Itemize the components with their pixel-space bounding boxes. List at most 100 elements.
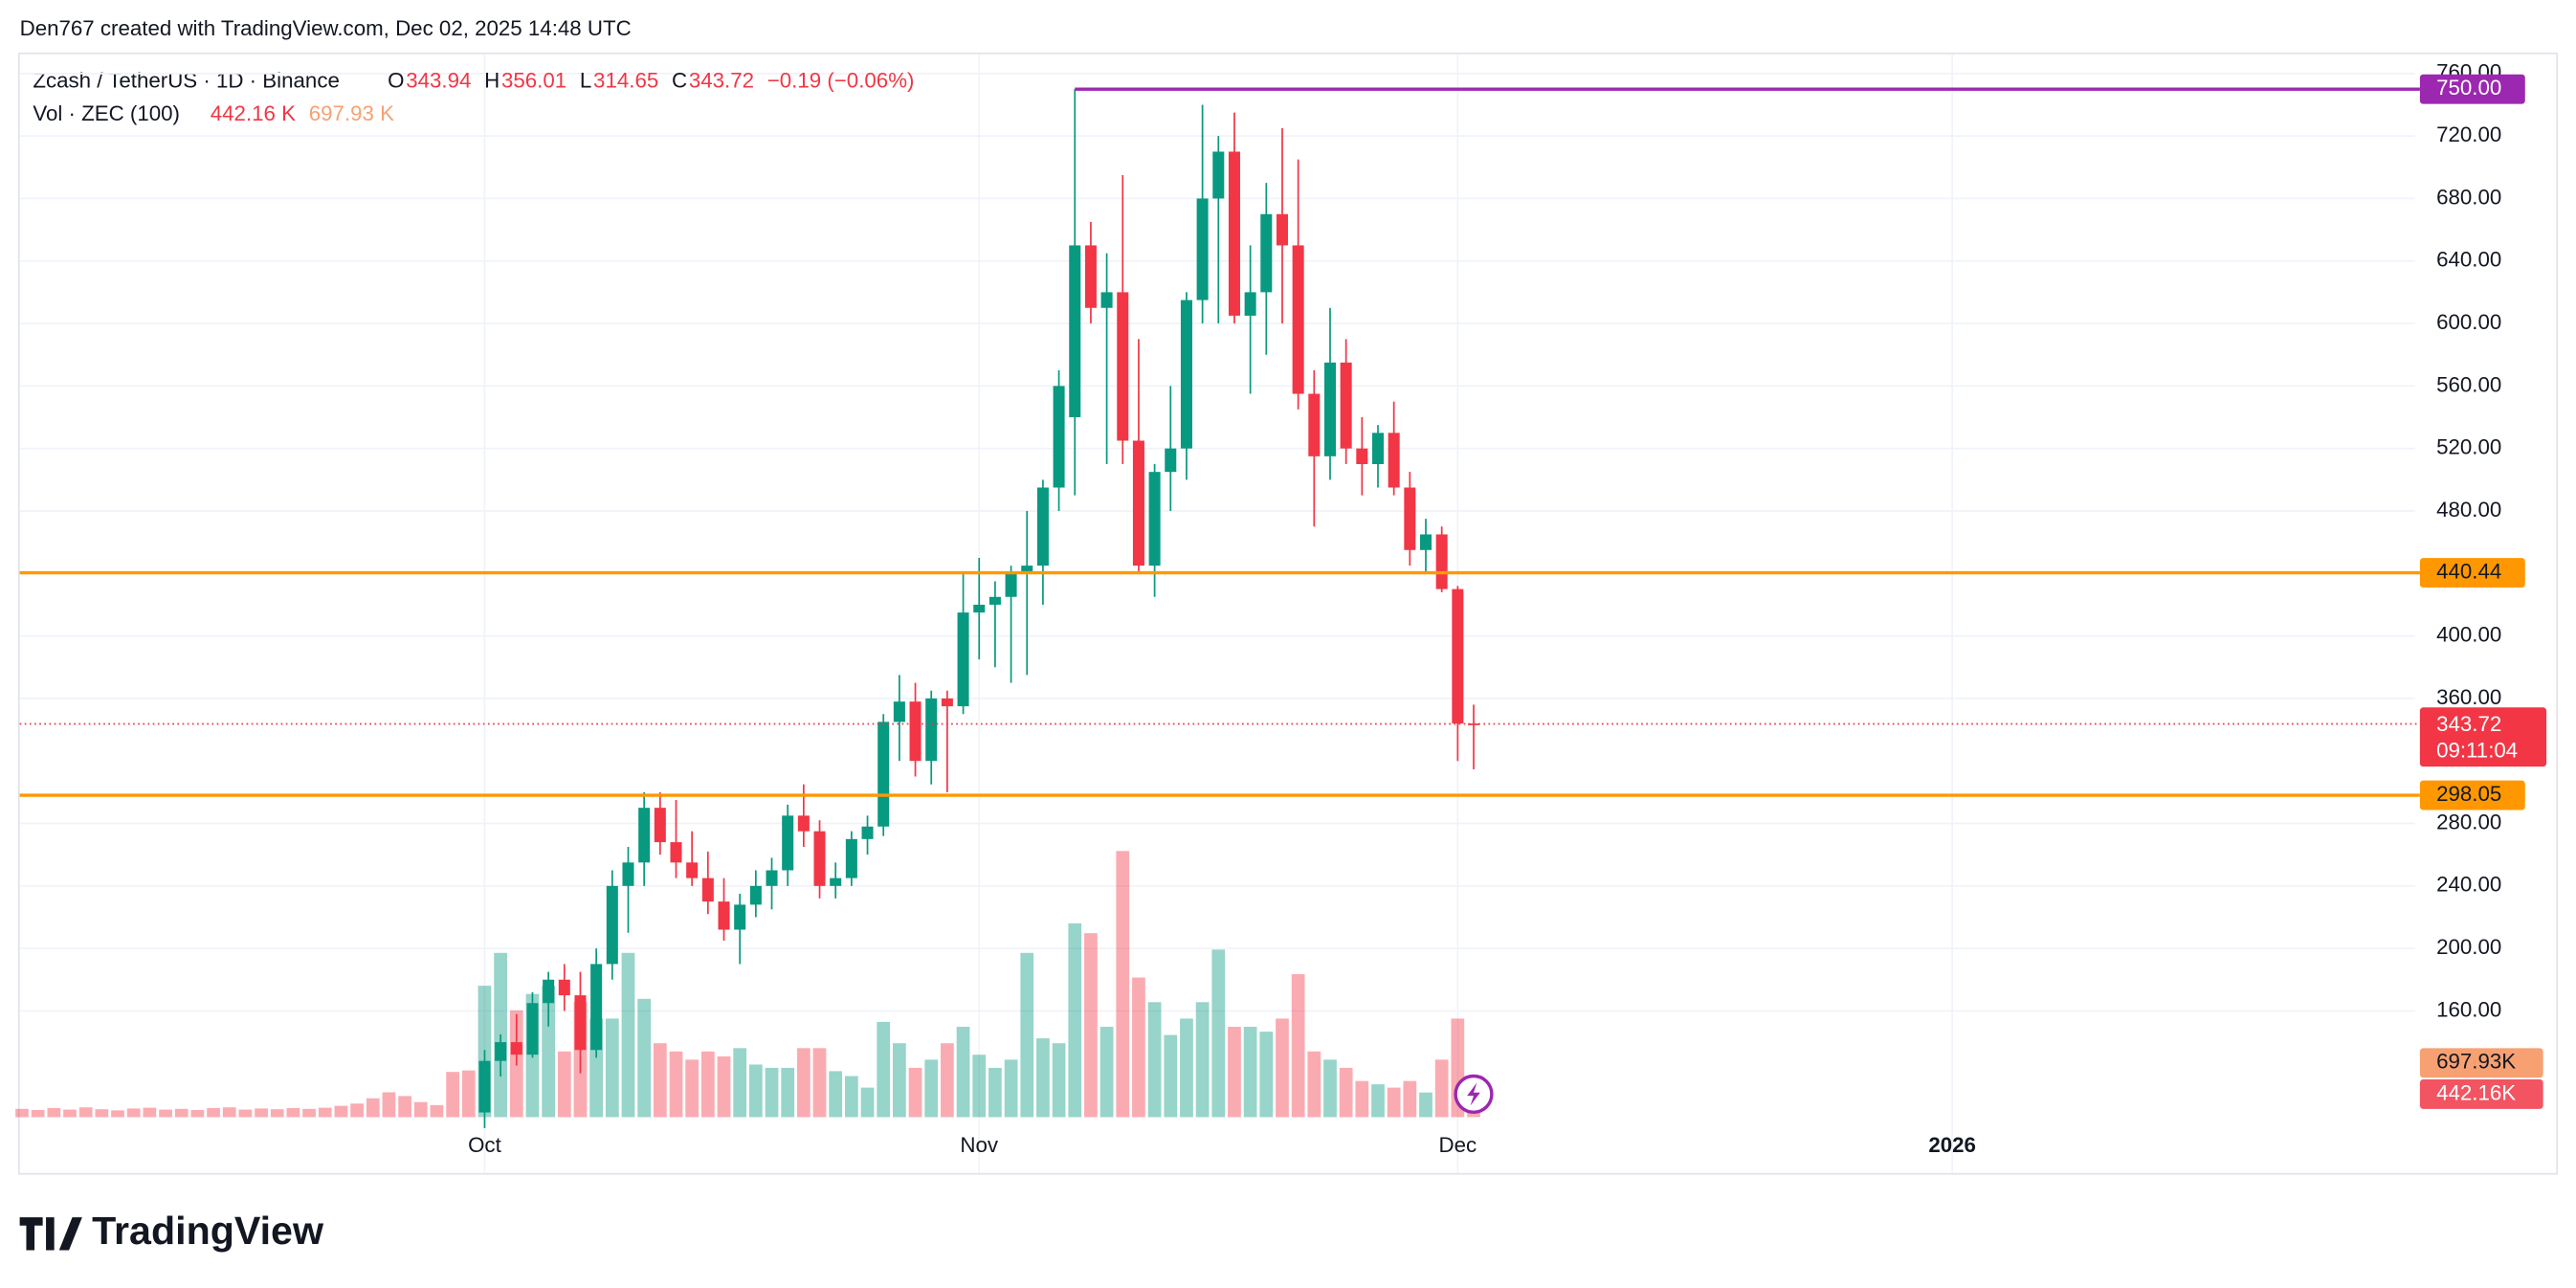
volume-bar [111,1110,124,1118]
volume-bar [446,1072,459,1118]
volume-bar [781,1067,795,1118]
volume-bar [1132,977,1145,1118]
candle-body [893,701,905,722]
volume-bar [255,1108,268,1118]
price-badge [2419,707,2547,767]
volume-bar [621,952,635,1118]
y-tick-label: 680.00 [2436,185,2501,209]
volume-bar [222,1107,236,1118]
y-tick-label: 360.00 [2436,685,2501,709]
candle-body [1069,245,1081,418]
volume-bar [908,1067,922,1118]
volume-bar [972,1055,987,1118]
legend-value: 356.01 [501,69,566,93]
volume-bar [430,1104,444,1118]
candle-body [1165,448,1177,473]
volume-bar [207,1107,220,1118]
legend-change: −0.19 (−0.06%) [767,69,915,93]
volume-bar [796,1048,811,1118]
volume-bar [95,1109,109,1118]
y-tick-label: 480.00 [2436,498,2501,522]
chart-frame [17,52,2559,1175]
volume-title: Vol · ZEC (100) [33,101,180,125]
volume-bar [1084,933,1098,1118]
legend-value: 343.72 [689,69,754,93]
volume-bar [1195,1002,1210,1118]
candle-body [1435,534,1448,589]
candle-body [654,808,666,843]
candle-body [988,596,1001,605]
candle-body [686,862,699,878]
y-tick-label: 400.00 [2436,622,2501,646]
legend-title: Zcash / TetherUS · 1D · Binance [33,69,340,93]
volume-bar [1211,949,1226,1118]
volume-badge-label: 697.93K [2436,1050,2516,1074]
volume-bar [669,1051,683,1118]
volume-bar [1099,1027,1114,1118]
volume-bar [829,1071,843,1118]
y-tick-label: 280.00 [2436,810,2501,833]
volume-bar [174,1108,189,1118]
volume-legend-value: 697.93 K [309,101,394,125]
candle-body [1132,440,1144,566]
volume-bar [1323,1059,1337,1118]
volume-bar [1307,1051,1321,1118]
candle-body [1212,151,1225,199]
volume-bar [1036,1038,1050,1118]
volume-bar [366,1098,380,1118]
candle-body [1308,393,1321,456]
level-label: 440.44 [2436,559,2501,583]
volume-bar [542,986,555,1118]
volume-badge-label: 442.16K [2436,1080,2516,1104]
candle-body [638,808,651,863]
x-tick-label: 2026 [1928,1133,1976,1157]
volume-bar [1004,1059,1018,1118]
volume-bar [988,1067,1002,1118]
candle-body [1419,534,1432,550]
volume-bar [413,1101,428,1118]
candle-body [925,698,938,762]
legend-key: H [484,69,500,93]
candle-body [1196,198,1209,300]
volume-bar [190,1109,205,1118]
volume-bar [1052,1043,1066,1118]
volume-bar [941,1043,954,1118]
volume-bar [318,1107,332,1118]
x-tick-label: Oct [468,1133,501,1157]
candle-body [1148,472,1161,566]
volume-bar [143,1107,157,1118]
candle-body [543,979,555,1004]
y-tick-label: 640.00 [2436,248,2501,272]
candle-body [718,901,730,930]
candle-body [1452,588,1464,724]
candle-body [1084,245,1097,308]
volume-bar [1259,1032,1274,1118]
candle-body [957,612,969,707]
volume-bar [1291,974,1305,1118]
y-tick-label: 160.00 [2436,997,2501,1021]
candle-body [749,885,762,905]
x-tick-label: Dec [1439,1133,1477,1157]
candle-body [495,1042,507,1061]
volume-bar [1020,952,1034,1118]
candle-body [861,826,874,839]
y-tick-label: 200.00 [2436,935,2501,959]
volume-bar [334,1105,348,1118]
candle-body [734,904,746,930]
volume-bar [1164,1034,1178,1118]
candle-body [1388,433,1400,488]
volume-bar [1147,1002,1162,1118]
legend-key: O [388,69,404,93]
volume-badge [2419,1078,2543,1109]
candle-body [813,831,826,886]
volume-bar [733,1048,747,1118]
candle-body [1292,245,1304,394]
candle-body [1005,573,1017,597]
level-badge [2419,558,2525,588]
candle-body [1340,362,1352,449]
legend-key: C [672,69,687,93]
volume-bar [398,1096,411,1118]
candle-body [909,701,922,762]
candle-body [478,1060,491,1113]
